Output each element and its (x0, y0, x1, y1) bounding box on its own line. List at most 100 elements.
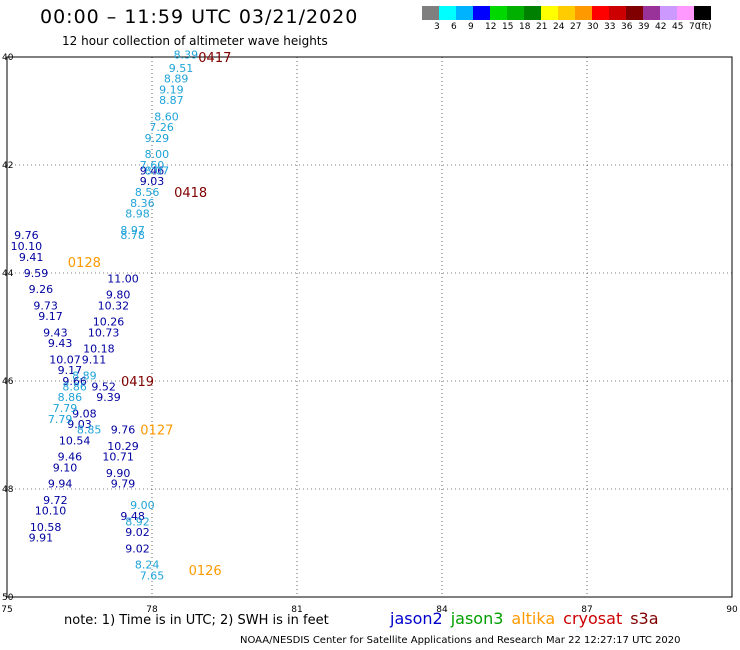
scale-label: 39 (638, 22, 650, 32)
wave-height-value: 8.00 (145, 148, 170, 161)
lat-tick-label: 42 (2, 161, 13, 171)
wave-height-value: 10.71 (102, 451, 134, 464)
wave-height-value: 10.58 (30, 521, 62, 534)
wave-height-value: 9.59 (24, 267, 49, 280)
scale-label: 70 (689, 22, 701, 32)
wave-height-value: 9.46 (140, 164, 165, 177)
wave-height-value: 11.00 (107, 272, 139, 285)
scale-swatch (507, 6, 524, 20)
lon-tick-label: 78 (146, 605, 158, 615)
lon-tick-label: 75 (1, 605, 12, 615)
map-subtitle: 12 hour collection of altimeter wave hei… (62, 34, 328, 48)
wave-height-value: 9.79 (111, 478, 136, 491)
scale-label: (ft) (698, 22, 712, 32)
scale-label: 27 (570, 22, 582, 32)
wave-height-value: 9.94 (48, 478, 73, 491)
wave-height-value: 9.48 (120, 510, 145, 523)
scale-label: 12 (485, 22, 497, 32)
wave-height-value: 9.43 (48, 337, 73, 350)
wave-height-value: 9.43 (43, 326, 68, 339)
wave-height-value: 10.29 (107, 440, 139, 453)
wave-height-value: 9.46 (58, 451, 83, 464)
scale-swatch (643, 6, 660, 20)
wave-height-value: 9.02 (125, 542, 150, 555)
wave-height-value: 9.02 (125, 526, 150, 539)
wave-height-value: 9.41 (19, 251, 44, 264)
scale-swatch (626, 6, 643, 20)
legend-item-cryosat: cryosat (563, 609, 623, 628)
wave-height-value: 10.10 (11, 240, 43, 253)
wave-height-value: 10.54 (59, 434, 91, 447)
scale-label: 45 (672, 22, 684, 32)
pass-number-label: 0126 (189, 564, 222, 579)
lat-tick-label: 46 (2, 377, 14, 387)
scale-swatch (541, 6, 558, 20)
satellite-legend: jason2 jason3 altika cryosat s3a (390, 609, 667, 628)
scale-label: 24 (553, 22, 565, 32)
lat-tick-label: 40 (2, 53, 14, 63)
wave-height-value: 7.26 (149, 121, 174, 134)
pass-number-label: 0127 (140, 424, 173, 439)
wave-height-value: 8.85 (77, 424, 102, 437)
scale-swatch (490, 6, 507, 20)
scale-label: 33 (604, 22, 616, 32)
lon-tick-label: 90 (726, 605, 738, 615)
wave-height-value: 9.03 (67, 418, 92, 431)
scale-swatch (558, 6, 575, 20)
legend-item-jason2: jason2 (390, 609, 443, 628)
scale-label: 18 (519, 22, 531, 32)
legend-item-altika: altika (511, 609, 556, 628)
lat-tick-label: 44 (2, 269, 14, 279)
pass-number-label: 0419 (121, 375, 154, 390)
lon-tick-label: 87 (581, 605, 592, 615)
wave-height-value: 9.76 (14, 229, 39, 242)
wave-height-value: 8.97 (120, 224, 145, 237)
wave-height-value: 8.89 (72, 370, 97, 383)
wave-height-value: 9.00 (130, 499, 155, 512)
wave-height-value: 9.76 (111, 424, 136, 437)
lat-tick-label: 50 (2, 593, 14, 603)
scale-label: 6 (451, 22, 457, 32)
wave-height-value: 9.10 (53, 461, 78, 474)
wave-height-value: 9.80 (106, 289, 131, 302)
wave-height-value: 9.29 (145, 132, 170, 145)
wave-height-value: 9.19 (159, 83, 184, 96)
footnote: note: 1) Time is in UTC; 2) SWH is in fe… (64, 613, 329, 628)
wave-height-value: 8.89 (164, 73, 189, 86)
scale-swatch (473, 6, 490, 20)
wave-height-value: 7.79 (53, 402, 78, 415)
scale-swatch (694, 6, 711, 20)
pass-number-label: 0128 (68, 256, 101, 271)
wave-height-value: 8.24 (135, 559, 160, 572)
wave-height-value: 8.39 (174, 48, 199, 61)
wave-height-value: 7.79 (48, 413, 73, 426)
wave-height-value: 9.51 (169, 62, 194, 75)
lat-tick-label: 48 (2, 485, 14, 495)
map-frame (6, 56, 733, 598)
scale-label: 15 (502, 22, 514, 32)
wave-height-value: 9.17 (58, 364, 83, 377)
wave-height-value: 10.32 (98, 299, 130, 312)
wave-height-value: 8.07 (145, 164, 170, 177)
scale-label: 30 (587, 22, 599, 32)
wave-height-value: 9.39 (96, 391, 121, 404)
wave-height-value: 8.78 (120, 229, 145, 242)
legend-item-s3a: s3a (630, 609, 659, 628)
wave-height-value: 8.56 (135, 186, 160, 199)
wave-height-value: 9.91 (29, 532, 54, 545)
wave-height-value: 7.65 (140, 569, 165, 582)
wave-height-value: 9.73 (33, 299, 58, 312)
wave-height-value: 9.90 (106, 467, 131, 480)
scale-label: 21 (536, 22, 548, 32)
wave-height-value: 7.60 (140, 159, 165, 172)
scale-swatch (422, 6, 439, 20)
wave-height-value: 9.03 (140, 175, 165, 188)
color-scale (422, 6, 711, 20)
credit-line: NOAA/NESDIS Center for Satellite Applica… (240, 635, 681, 646)
scale-label: 42 (655, 22, 667, 32)
scale-swatch (439, 6, 456, 20)
wave-height-value: 10.07 (49, 353, 81, 366)
wave-height-value: 8.87 (159, 94, 184, 107)
lon-tick-label: 81 (291, 605, 302, 615)
scale-label: 36 (621, 22, 633, 32)
